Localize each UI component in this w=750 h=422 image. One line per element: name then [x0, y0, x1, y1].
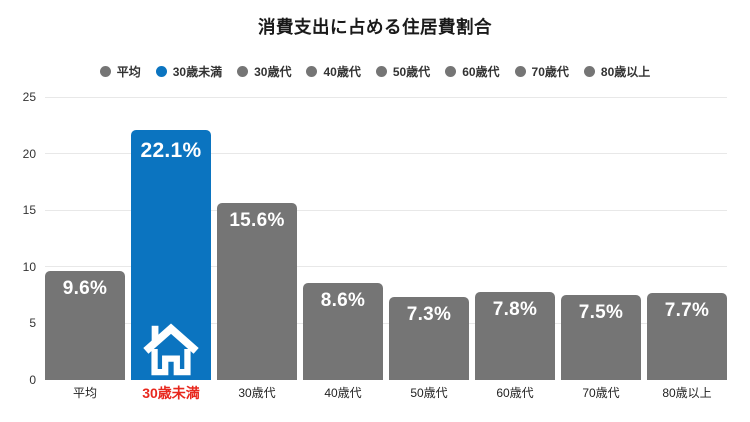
bar-平均: 9.6%: [45, 271, 125, 380]
y-axis-tick-label: 5: [29, 316, 36, 331]
gridline: [45, 322, 727, 324]
legend-dot-icon: [155, 65, 167, 77]
legend-label: 70歳代: [531, 64, 569, 79]
gridline: [45, 153, 727, 155]
legend-dot-icon: [99, 65, 111, 77]
x-axis-label-50歳代: 50歳代: [410, 386, 448, 400]
legend: 平均 30歳未満 30歳代 40歳代 50歳代 60歳代 70歳代 80歳以上: [0, 63, 750, 79]
gridline: [45, 209, 727, 211]
y-axis-tick-label: 10: [22, 259, 36, 274]
legend-item-80歳以上: 80歳以上: [583, 63, 651, 80]
legend-dot-icon: [583, 65, 595, 77]
bar-value-label: 15.6%: [229, 210, 285, 232]
legend-dot-icon: [514, 65, 526, 77]
bar-value-label: 7.7%: [664, 299, 710, 321]
legend-label: 60歳代: [462, 64, 500, 79]
legend-item-平均: 平均: [99, 63, 141, 80]
bar-70歳代: 7.5%: [561, 295, 641, 380]
bar-value-label: 22.1%: [140, 138, 202, 162]
legend-label: 80歳以上: [600, 64, 651, 79]
legend-label: 50歳代: [392, 64, 431, 79]
bar-80歳以上: 7.7%: [647, 292, 727, 380]
chart-title: 消費支出に占める住居費割合: [258, 17, 492, 37]
bar-value-label: 9.6%: [62, 278, 108, 300]
bar-50歳代: 7.3%: [389, 297, 469, 380]
legend-dot-icon: [237, 65, 249, 77]
legend-item-40歳代: 40歳代: [306, 63, 361, 80]
legend-dot-icon: [445, 65, 457, 77]
legend-label: 30歳未満: [172, 64, 223, 79]
legend-label: 平均: [116, 64, 141, 79]
x-axis-label-30歳代: 30歳代: [238, 386, 276, 400]
bar-value-label: 7.5%: [578, 302, 624, 324]
gridline: [45, 266, 727, 268]
y-axis-tick-label: 0: [29, 373, 36, 387]
y-axis-tick-label: 25: [22, 90, 36, 104]
legend-item-70歳代: 70歳代: [514, 63, 569, 80]
legend-item-30歳代: 30歳代: [237, 63, 291, 80]
legend-dot-icon: [375, 65, 387, 77]
x-axis-label-40歳代: 40歳代: [324, 386, 362, 400]
bar-30歳代: 15.6%: [217, 203, 297, 380]
bar-value-label: 7.8%: [492, 298, 538, 320]
x-axis-label-80歳以上: 80歳以上: [662, 386, 712, 400]
legend-item-50歳代: 50歳代: [375, 63, 431, 80]
bar-value-label: 7.3%: [406, 304, 452, 326]
legend-item-60歳代: 60歳代: [445, 63, 500, 80]
bar-40歳代: 8.6%: [303, 282, 383, 380]
house-icon: [143, 323, 199, 376]
legend-dot-icon: [306, 65, 318, 77]
y-axis-tick-label: 20: [22, 146, 36, 161]
bar-value-label: 8.6%: [320, 289, 366, 311]
legend-item-30歳未満: 30歳未満: [155, 63, 223, 80]
bar-60歳代: 7.8%: [475, 291, 555, 380]
x-axis-label-30歳未満: 30歳未満: [142, 385, 200, 401]
legend-label: 30歳代: [254, 64, 292, 79]
y-axis-tick-label: 15: [22, 203, 36, 218]
x-axis-label-60歳代: 60歳代: [496, 386, 534, 400]
bar-30歳未満: 22.1%: [131, 129, 211, 380]
x-axis-label-70歳代: 70歳代: [582, 386, 620, 400]
legend-label: 40歳代: [323, 64, 361, 79]
gridline: [45, 96, 727, 98]
x-axis-label-平均: 平均: [72, 386, 97, 400]
